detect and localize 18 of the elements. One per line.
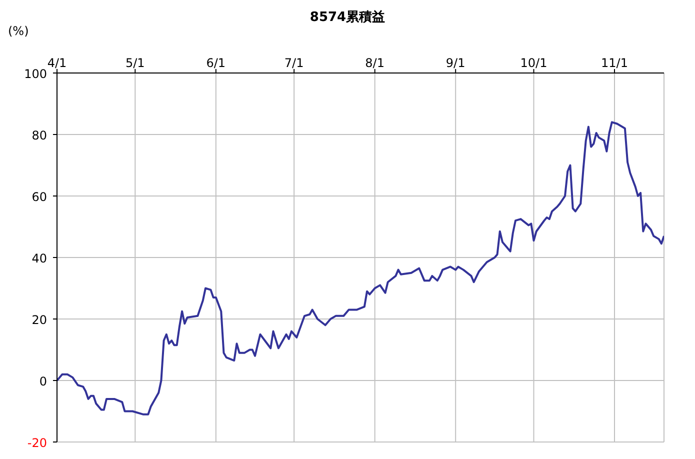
y-tick-label: 0 bbox=[39, 374, 47, 388]
x-tick-label: 5/1 bbox=[126, 56, 145, 70]
x-tick-label: 6/1 bbox=[206, 56, 226, 70]
line-series bbox=[57, 121, 664, 416]
x-tick-label: 4/1 bbox=[47, 56, 67, 70]
y-tick-label: 40 bbox=[32, 252, 47, 266]
x-tick-label: 10/1 bbox=[520, 56, 548, 70]
x-tick-label: 8/1 bbox=[365, 56, 384, 70]
y-tick-label: 20 bbox=[32, 313, 47, 327]
x-tick-label: 7/1 bbox=[284, 56, 304, 70]
y-axis-title: (%) bbox=[8, 24, 29, 38]
x-tick-label: 11/1 bbox=[601, 56, 628, 70]
y-tick-label: -20 bbox=[27, 436, 47, 450]
y-tick-label: 80 bbox=[32, 128, 47, 142]
chart-title: 8574累積益 bbox=[310, 10, 386, 25]
y-tick-label: 60 bbox=[32, 190, 47, 204]
x-tick-label: 9/1 bbox=[446, 56, 466, 70]
y-tick-label: 100 bbox=[24, 67, 47, 81]
